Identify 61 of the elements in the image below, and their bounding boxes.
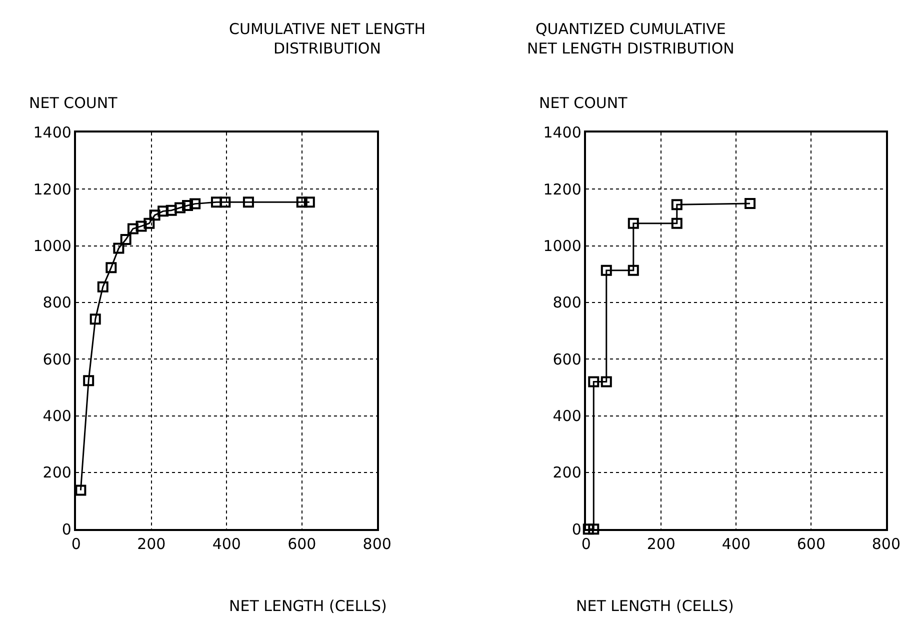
x-tick-label: 800 bbox=[362, 534, 392, 553]
x-axis-title: NET LENGTH (CELLS) bbox=[229, 597, 387, 615]
y-tick-label: 0 bbox=[62, 520, 72, 538]
y-tick-label: 800 bbox=[42, 294, 72, 312]
point bbox=[136, 220, 147, 232]
x-tick-label: 400 bbox=[212, 534, 241, 553]
point bbox=[166, 204, 177, 216]
y-tick-label: 1000 bbox=[543, 237, 582, 255]
point bbox=[220, 196, 231, 208]
x-tick-label: 600 bbox=[288, 534, 316, 553]
x-tick-label: 800 bbox=[872, 534, 900, 553]
point bbox=[744, 198, 756, 210]
x-tick-label: 400 bbox=[722, 534, 750, 553]
x-tick-label: 600 bbox=[796, 534, 826, 553]
point bbox=[190, 198, 201, 210]
point bbox=[671, 199, 682, 210]
point bbox=[628, 264, 639, 276]
point bbox=[210, 196, 222, 208]
y-tick-label: 600 bbox=[552, 350, 582, 368]
y-tick-label: 600 bbox=[42, 350, 72, 368]
y-tick-label: 1200 bbox=[543, 180, 582, 198]
point bbox=[628, 218, 639, 229]
x-tick-label: 200 bbox=[137, 534, 166, 553]
y-tick-label: 200 bbox=[42, 464, 72, 482]
y-axis-title: NET COUNT bbox=[539, 94, 628, 112]
y-tick-label: 400 bbox=[552, 407, 582, 426]
y-tick-label: 1200 bbox=[33, 180, 72, 198]
x-axis-title: NET LENGTH (CELLS) bbox=[576, 597, 734, 615]
y-tick-label: 800 bbox=[552, 294, 582, 312]
point bbox=[144, 218, 155, 229]
point bbox=[83, 375, 94, 386]
point bbox=[296, 196, 308, 208]
point bbox=[106, 262, 117, 274]
point bbox=[113, 242, 124, 254]
point bbox=[582, 524, 594, 535]
point bbox=[149, 210, 160, 221]
point bbox=[97, 281, 108, 292]
point bbox=[242, 196, 254, 208]
point bbox=[600, 376, 612, 388]
point bbox=[304, 196, 315, 208]
point bbox=[671, 218, 682, 229]
point bbox=[120, 234, 132, 246]
point bbox=[127, 223, 138, 234]
point bbox=[174, 202, 186, 214]
x-tick-label: 200 bbox=[646, 534, 676, 553]
point bbox=[90, 314, 101, 325]
point bbox=[600, 264, 612, 276]
point bbox=[158, 206, 169, 217]
y-tick-label: 1400 bbox=[543, 124, 582, 142]
point bbox=[182, 200, 194, 212]
y-axis-title: NET COUNT bbox=[29, 94, 118, 112]
y-tick-label: 200 bbox=[552, 464, 582, 482]
y-tick-label: 1400 bbox=[33, 124, 72, 142]
point bbox=[588, 376, 600, 388]
point bbox=[75, 484, 86, 496]
chart-title: CUMULATIVE NET LENGTH DISTRIBUTION bbox=[229, 20, 426, 58]
chart-title: QUANTIZED CUMULATIVE NET LENGTH DISTRIBUTION bbox=[527, 20, 734, 58]
y-tick-label: 0 bbox=[572, 520, 582, 538]
y-tick-label: 1000 bbox=[33, 237, 72, 255]
point bbox=[588, 524, 600, 535]
y-tick-label: 400 bbox=[42, 407, 72, 426]
